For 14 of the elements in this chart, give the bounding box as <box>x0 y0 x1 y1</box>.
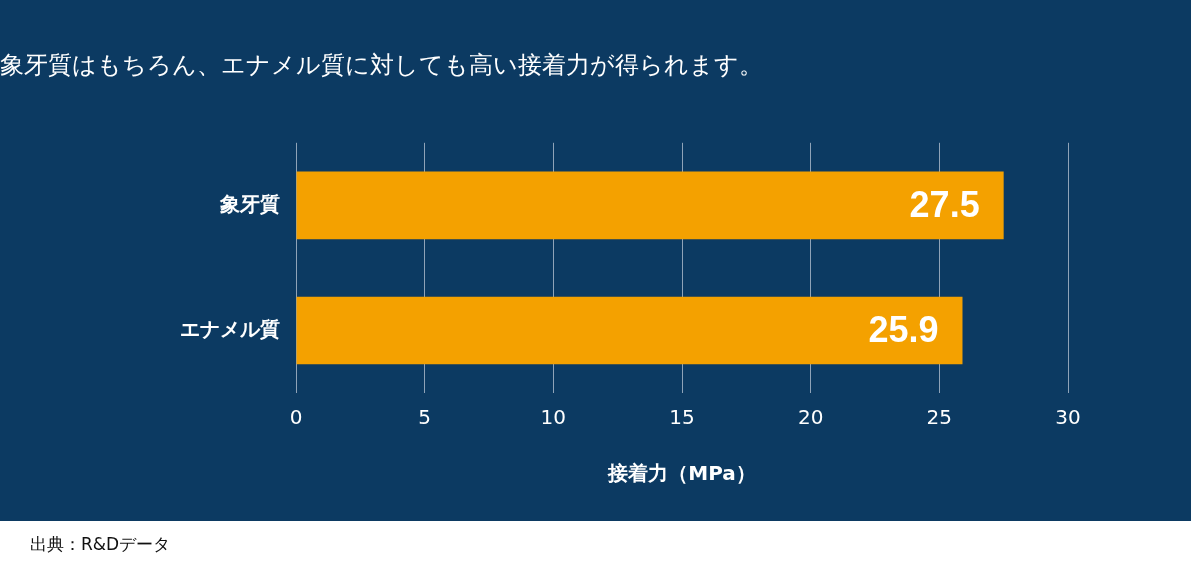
x-axis-title: 接着力（MPa） <box>607 461 756 486</box>
y-tick-label: エナメル質 <box>180 316 280 341</box>
x-tick-label: 20 <box>797 405 824 430</box>
x-tick-label: 25 <box>926 405 953 430</box>
chart-title: 象牙質はもちろん、エナメル質に対しても高い接着力が得られます。 <box>0 50 763 79</box>
x-tick-label: 30 <box>1055 405 1081 430</box>
data-label: 25.9 <box>868 309 939 351</box>
y-tick-label: 象牙質 <box>219 191 280 216</box>
data-label: 27.5 <box>909 184 980 226</box>
x-tick-label: 10 <box>540 405 567 430</box>
x-tick-label: 15 <box>669 405 695 430</box>
x-tick-label: 0 <box>289 405 303 430</box>
x-tick-label: 5 <box>418 405 432 430</box>
source-note: 出典：R&Dデータ <box>30 533 171 556</box>
